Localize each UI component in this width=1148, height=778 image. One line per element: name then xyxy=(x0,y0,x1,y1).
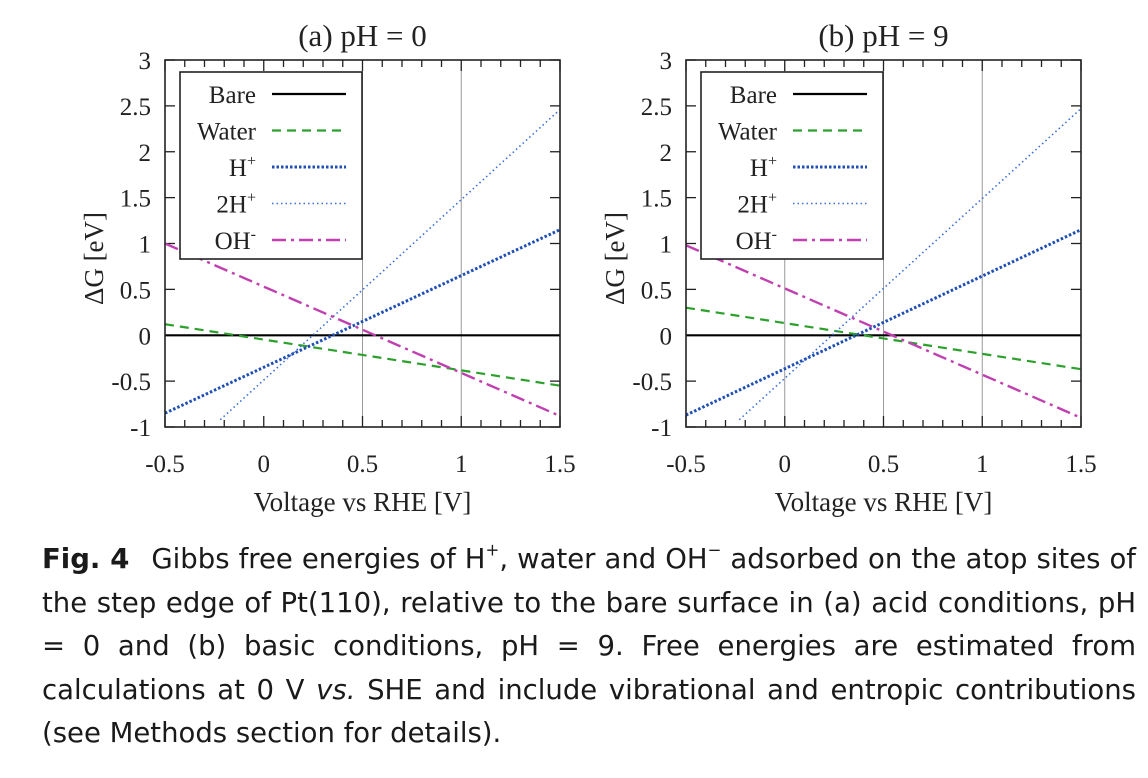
caption-label: Fig. 4 xyxy=(42,543,130,575)
legend-box xyxy=(700,71,884,260)
series-line-2hplus xyxy=(219,108,560,421)
legend-label: Bare xyxy=(209,82,256,109)
legend-label: OH- xyxy=(736,226,777,255)
chart-panel-a: (a) pH = 0 -1 -0.5 0 0.5 1 1.5 2 2.5 3 -0.5 0 0.5 1 1.… xyxy=(79,18,576,517)
y-tick-label: -1 xyxy=(130,415,151,442)
x-axis-label: Voltage vs RHE [V] xyxy=(775,487,993,517)
legend-label: 2H+ xyxy=(216,190,256,219)
caption-text-run: SHE and include vibrational and entropic… xyxy=(42,673,1137,750)
caption-text-run: , water and OH xyxy=(499,543,708,575)
caption-text-run: + xyxy=(485,540,500,560)
legend-label-sup: + xyxy=(768,153,777,170)
legend-label-sup: + xyxy=(768,190,777,207)
y-tick-label: 0 xyxy=(139,323,152,350)
y-tick-label: 2.5 xyxy=(120,94,151,121)
y-tick-label: -1 xyxy=(651,415,672,442)
y-axis-label: ΔG [eV] xyxy=(79,212,109,305)
y-tick-label: 3 xyxy=(660,48,673,75)
y-tick-label: 1 xyxy=(660,232,673,259)
y-tick-label: 1 xyxy=(139,232,152,259)
x-tick-label: 0.5 xyxy=(347,451,378,478)
legend-label-sup: - xyxy=(251,226,256,243)
y-tick-label: 2.5 xyxy=(641,94,672,121)
legend-box xyxy=(179,71,363,260)
legend-label: Water xyxy=(197,119,257,146)
caption-body: Gibbs free energies of H+, water and OH−… xyxy=(42,540,1137,750)
caption-text-run: Gibbs free energies of H xyxy=(151,543,486,575)
y-tick-label: 3 xyxy=(139,48,152,75)
legend-label: H+ xyxy=(750,153,777,182)
y-tick-label: 2 xyxy=(660,140,673,167)
y-tick-label: 2 xyxy=(139,140,152,167)
x-tick-label: 1.5 xyxy=(1065,451,1096,478)
series-line-ohminus xyxy=(165,242,560,418)
y-tick-label: -0.5 xyxy=(632,369,672,396)
legend-label: 2H+ xyxy=(737,190,777,219)
chart-panel-b: (b) pH = 9 -1 -0.5 0 0.5 1 1.5 2 2.5 3 -0.5 0 0.5 1 1.… xyxy=(600,18,1097,517)
series-line-ohminus xyxy=(686,244,1081,419)
legend-label: Water xyxy=(718,119,778,146)
figure: (a) pH = 0-1-0.500.511.522.53-0.5 0 0.5 1 1.… xyxy=(79,18,1097,517)
x-tick-label: -0.5 xyxy=(145,451,185,478)
legend-label-base: OH xyxy=(736,228,772,255)
chart-title: (b) pH = 9 xyxy=(818,18,948,53)
legend-label-base: H xyxy=(750,155,768,182)
y-tick-label: -0.5 xyxy=(111,369,151,396)
y-tick-label: 1.5 xyxy=(641,186,672,213)
y-tick-label: 0 xyxy=(660,323,673,350)
legend-label: H+ xyxy=(229,153,256,182)
figure-caption: Fig. 4 Gibbs free energies of H+, water a… xyxy=(42,538,1136,756)
legend-label-sup: - xyxy=(772,226,777,243)
x-tick-label: 0.5 xyxy=(868,451,899,478)
legend-label-base: OH xyxy=(215,228,251,255)
legend-label-base: 2H xyxy=(216,192,247,219)
series-line-hplus xyxy=(686,228,1081,417)
y-tick-label: 1.5 xyxy=(120,186,151,213)
legend-label-sup: + xyxy=(247,153,256,170)
x-tick-label: 0 xyxy=(779,451,792,478)
plot-frame xyxy=(685,59,1082,428)
series-line-hplus xyxy=(165,228,560,415)
y-axis-label: ΔG [eV] xyxy=(600,212,630,305)
x-tick-label: -0.5 xyxy=(666,451,706,478)
y-tick-label: 0.5 xyxy=(641,277,672,304)
x-axis-label: Voltage vs RHE [V] xyxy=(254,487,472,517)
y-tick-label: 0.5 xyxy=(120,277,151,304)
chart-title: (a) pH = 0 xyxy=(298,18,427,53)
caption-text-run: − xyxy=(707,540,722,560)
series-line-water xyxy=(165,323,560,387)
x-tick-label: 1 xyxy=(455,451,468,478)
legend-label: Bare xyxy=(730,82,777,109)
series-line-2hplus xyxy=(738,108,1081,421)
x-tick-label: 1.5 xyxy=(544,451,575,478)
legend-label-base: 2H xyxy=(737,192,768,219)
x-tick-label: 1 xyxy=(976,451,989,478)
caption-text-run: vs. xyxy=(316,673,356,706)
x-tick-label: 0 xyxy=(258,451,271,478)
legend-label-sup: + xyxy=(247,190,256,207)
plot-frame xyxy=(164,59,561,428)
legend-label: OH- xyxy=(215,226,256,255)
caption-text-run: adsorbed on the atop sites of the step e… xyxy=(42,543,1136,706)
legend-label-base: H xyxy=(229,155,247,182)
series-line-water xyxy=(686,306,1081,371)
